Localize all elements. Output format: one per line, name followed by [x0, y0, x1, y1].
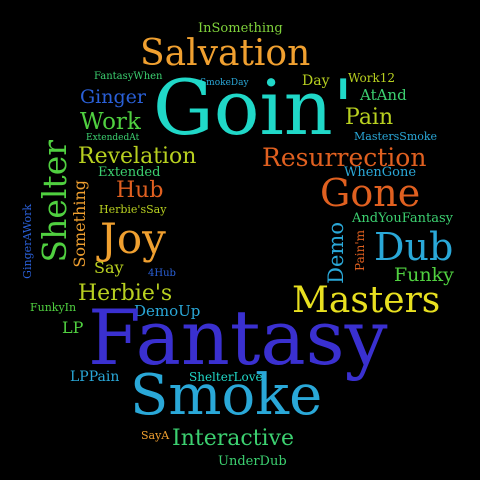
word-interactive: Interactive [172, 426, 294, 451]
word-salvation: Salvation [140, 33, 311, 74]
word-whengone: WhenGone [344, 165, 417, 180]
word-smokeday: SmokeDay [200, 78, 249, 88]
word-4hub: 4Hub [148, 268, 176, 279]
word-dub: Dub [374, 225, 454, 269]
word-say: Say [94, 258, 124, 277]
word-atand: AtAnd [360, 86, 407, 104]
word-work12: Work12 [348, 71, 396, 85]
word-painm: Pain'm [353, 230, 367, 271]
word-underdub: UnderDub [218, 454, 287, 469]
word-shelter: Shelter [35, 140, 74, 263]
word-ginger: Ginger [80, 86, 146, 108]
word-smoke: Smoke [130, 363, 323, 428]
word-fantasywhen: FantasyWhen [94, 71, 163, 82]
word-goin: Goin' [153, 63, 354, 152]
word-insomething: InSomething [198, 21, 283, 36]
word-lp: LP [62, 318, 84, 337]
word-day: Day [302, 73, 330, 89]
word-herbiessay: Herbie'sSay [99, 203, 167, 216]
word-something: Something [70, 180, 89, 268]
word-saya: SayA [141, 429, 170, 442]
word-lppain: LPPain [70, 369, 120, 385]
word-gingerawork: GingerAWork [21, 204, 34, 279]
word-gone: Gone [320, 171, 421, 215]
word-revelation: Revelation [78, 144, 197, 169]
word-herbies: Herbie's [78, 281, 173, 306]
word-hub: Hub [116, 178, 164, 203]
word-andyoufantasy: AndYouFantasy [352, 211, 453, 226]
word-joy: Joy [100, 214, 166, 263]
word-fantasy: Fantasy [88, 293, 388, 382]
word-pain: Pain [345, 105, 394, 130]
word-demo: Demo [324, 222, 348, 284]
word-masters: Masters [292, 280, 441, 321]
word-resurrection: Resurrection [262, 143, 427, 172]
word-shelterlove: ShelterLove [189, 370, 263, 384]
word-funkyin: FunkyIn [30, 301, 77, 314]
word-extended: Extended [98, 165, 161, 180]
word-work: Work [80, 109, 141, 135]
word-extendedat: ExtendedAt [86, 133, 140, 143]
word-masterssmoke: MastersSmoke [354, 130, 438, 143]
word-demoup: DemoUp [134, 302, 201, 320]
word-funky: Funky [394, 264, 454, 286]
